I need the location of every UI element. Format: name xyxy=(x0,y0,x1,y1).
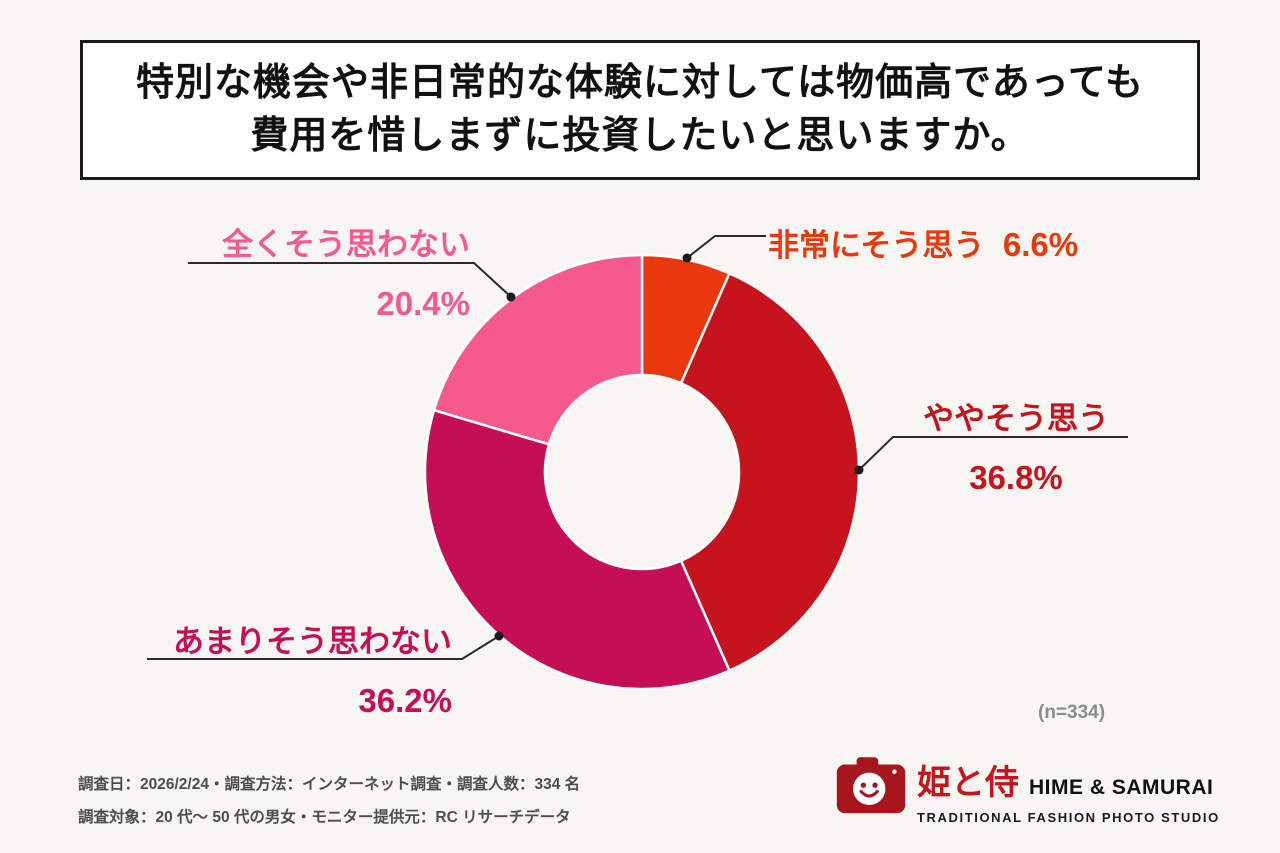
segment-label-text: 非常にそう思う xyxy=(768,228,985,263)
donut-segments xyxy=(423,253,861,691)
segment-label-not-really: あまりそう思わない 36.2% xyxy=(146,616,452,720)
segment-label-text: 全くそう思わない xyxy=(222,227,470,262)
leader-lines xyxy=(147,235,1128,660)
camera-smiley-icon xyxy=(836,757,906,814)
survey-methodology-footer: 調査日：2026/2/24・調査方法：インターネット調査・調査人数：334 名 … xyxy=(78,768,580,834)
title-box: 特別な機会や非日常的な体験に対しては物価高であっても 費用を惜しまずに投資したい… xyxy=(80,40,1200,180)
leader-line-somewhat xyxy=(858,436,1128,471)
segment-label-percent: 36.2% xyxy=(358,682,452,719)
donut-segment-1 xyxy=(679,272,861,672)
leader-line-very xyxy=(686,235,766,259)
leader-dots xyxy=(494,253,864,641)
segment-label-text: あまりそう思わない xyxy=(173,624,452,659)
page-title-line2: 費用を惜しまずに投資したいと思いますか。 xyxy=(250,115,1030,157)
footer-line2: 調査対象：20 代〜 50 代の男女・モニター提供元：RC リサーチデータ xyxy=(78,809,571,826)
segment-label-not-at-all: 全くそう思わない 20.4% xyxy=(180,219,470,323)
leader-line-not-at-all xyxy=(188,262,512,298)
leader-dot-not-at-all xyxy=(506,292,516,302)
segment-label-percent: 6.6% xyxy=(1002,226,1079,263)
donut-segment-2 xyxy=(423,408,731,691)
brand-name-en: HIME & SAMURAI xyxy=(1029,776,1214,799)
leader-dot-somewhat xyxy=(854,465,864,475)
brand-name-jp: 姫と侍 xyxy=(917,765,1019,802)
page-title-line1: 特別な機会や非日常的な体験に対しては物価高であっても xyxy=(136,62,1144,104)
segment-label-percent: 20.4% xyxy=(376,285,470,322)
segment-label-somewhat: ややそう思う 36.8% xyxy=(900,393,1132,497)
segment-label-percent: 36.8% xyxy=(969,459,1063,496)
segment-label-very: 非常にそう思う 6.6% xyxy=(768,220,1078,265)
brand-logo-text: 姫と侍 HIME & SAMURAI TRADITIONAL FASHION P… xyxy=(917,755,1220,825)
donut-segment-3 xyxy=(432,253,644,446)
leader-line-not-really xyxy=(147,635,500,660)
footer-line1: 調査日：2026/2/24・調査方法：インターネット調査・調査人数：334 名 xyxy=(78,776,581,793)
segment-label-text: ややそう思う xyxy=(923,401,1109,436)
brand-tagline: TRADITIONAL FASHION PHOTO STUDIO xyxy=(917,810,1220,825)
leader-dot-not-really xyxy=(494,631,504,641)
leader-dot-very xyxy=(682,253,692,263)
sample-size-note: (n=334) xyxy=(1038,702,1106,723)
brand-logo: 姫と侍 HIME & SAMURAI TRADITIONAL FASHION P… xyxy=(835,755,1218,825)
